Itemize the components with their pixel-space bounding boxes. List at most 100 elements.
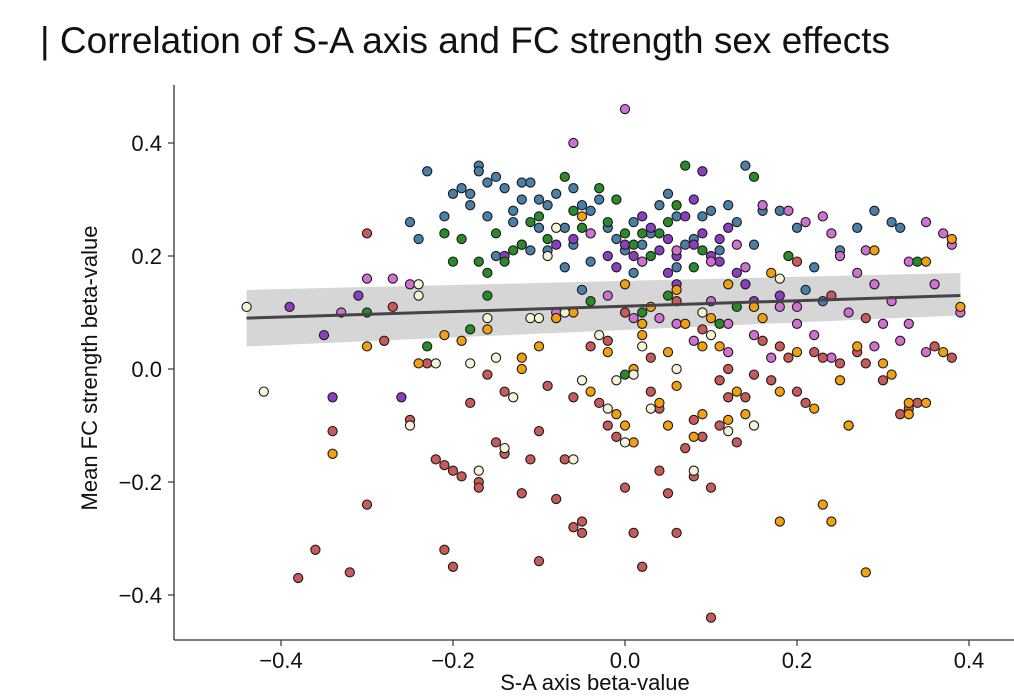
data-point-indianred bbox=[499, 386, 510, 397]
data-point-green bbox=[637, 307, 648, 318]
data-point-orchid bbox=[619, 103, 631, 115]
data-point-green bbox=[482, 290, 493, 301]
data-point-orange bbox=[946, 233, 957, 245]
data-point-orange bbox=[843, 420, 854, 431]
data-point-blue bbox=[809, 262, 820, 273]
data-point-indianred bbox=[430, 454, 441, 465]
data-point-orange bbox=[662, 420, 674, 431]
data-point-orange bbox=[637, 318, 648, 329]
y-tick-label: 0.0 bbox=[131, 357, 162, 382]
data-point-indianred bbox=[662, 488, 674, 499]
data-point-cream bbox=[774, 273, 785, 284]
data-point-cream bbox=[723, 425, 734, 437]
data-point-orange bbox=[671, 380, 682, 392]
data-point-orange bbox=[766, 267, 777, 279]
data-point-indianred bbox=[576, 527, 588, 539]
data-point-blue bbox=[568, 183, 579, 194]
data-point-indianred bbox=[774, 341, 785, 352]
data-point-purple bbox=[284, 301, 295, 313]
data-point-orange bbox=[757, 312, 768, 324]
data-point-purple bbox=[688, 239, 699, 250]
data-point-indianred bbox=[783, 352, 794, 363]
data-point-orange bbox=[834, 375, 846, 386]
data-point-orange bbox=[886, 369, 897, 380]
data-point-cream bbox=[465, 358, 476, 369]
x-tick-label: −0.2 bbox=[431, 648, 474, 673]
data-point-orchid bbox=[920, 216, 932, 228]
data-point-blue bbox=[594, 194, 605, 205]
data-point-cream bbox=[473, 465, 484, 476]
data-point-purple bbox=[551, 239, 562, 250]
x-tick-label: 0.4 bbox=[954, 648, 985, 673]
data-point-orchid bbox=[877, 318, 889, 329]
data-point-green bbox=[714, 318, 725, 329]
data-point-green bbox=[783, 250, 794, 262]
data-point-blue bbox=[585, 205, 596, 216]
data-point-orange bbox=[688, 431, 699, 442]
y-tick-label: −0.2 bbox=[119, 470, 162, 495]
data-point-purple bbox=[318, 329, 330, 341]
data-point-green bbox=[594, 183, 605, 194]
data-point-green bbox=[508, 245, 519, 256]
data-point-green bbox=[447, 256, 459, 267]
data-point-blue bbox=[740, 160, 751, 171]
data-point-green bbox=[671, 200, 682, 211]
data-point-purple bbox=[396, 392, 407, 403]
data-point-indianred bbox=[559, 454, 570, 465]
x-tick-label: 0.0 bbox=[610, 648, 641, 673]
data-point-orange bbox=[551, 312, 562, 324]
data-point-green bbox=[628, 239, 639, 250]
data-point-blue bbox=[422, 166, 433, 177]
data-point-blue bbox=[852, 222, 863, 233]
data-point-purple bbox=[714, 256, 725, 267]
data-point-indianred bbox=[602, 335, 613, 346]
data-point-orange bbox=[791, 346, 803, 358]
data-point-cream bbox=[413, 279, 424, 290]
data-point-indianred bbox=[361, 499, 373, 510]
data-point-blue bbox=[413, 233, 424, 245]
data-point-green bbox=[499, 256, 510, 267]
data-point-indianred bbox=[361, 228, 373, 239]
data-point-blue bbox=[456, 183, 467, 194]
data-point-indianred bbox=[602, 420, 613, 431]
regression-line-layer bbox=[246, 294, 961, 320]
data-point-indianred bbox=[800, 397, 811, 409]
data-point-indianred bbox=[533, 555, 545, 567]
data-point-blue bbox=[705, 205, 717, 216]
data-point-orange bbox=[877, 358, 889, 369]
data-point-blue bbox=[576, 200, 588, 211]
data-point-orchid bbox=[826, 228, 837, 239]
data-point-orange bbox=[697, 341, 708, 352]
data-point-green bbox=[637, 228, 648, 239]
data-point-indianred bbox=[912, 397, 923, 409]
data-point-purple bbox=[654, 245, 665, 256]
chart-title: | Correlation of S-A axis and FC strengt… bbox=[40, 20, 891, 61]
data-point-blue bbox=[482, 211, 493, 222]
data-point-blue bbox=[671, 211, 682, 222]
data-point-orange bbox=[456, 335, 467, 346]
data-point-orange bbox=[585, 386, 596, 397]
data-point-orchid bbox=[602, 290, 613, 301]
data-point-cream bbox=[568, 454, 579, 465]
data-point-orange bbox=[516, 352, 527, 363]
data-point-indianred bbox=[895, 409, 906, 420]
data-point-green bbox=[602, 216, 613, 228]
data-point-green bbox=[456, 233, 467, 245]
data-point-green bbox=[662, 216, 674, 228]
axes-layer: −0.4 −0.2 0.0 0.2 0.4 −0.4 −0.2 0.0 0.2 0.4 bbox=[119, 85, 1014, 673]
data-point-indianred bbox=[723, 392, 734, 403]
data-point-cream bbox=[688, 465, 699, 476]
data-point-blue bbox=[525, 245, 536, 256]
data-point-blue bbox=[774, 205, 785, 216]
data-point-orange bbox=[920, 256, 932, 267]
data-point-indianred bbox=[929, 341, 940, 352]
data-point-blue bbox=[542, 200, 553, 211]
data-point-green bbox=[912, 256, 923, 267]
data-point-blue bbox=[533, 194, 545, 205]
data-point-blue bbox=[714, 245, 725, 256]
data-point-purple bbox=[353, 290, 364, 301]
data-point-blue bbox=[697, 211, 708, 222]
data-point-orange bbox=[809, 403, 820, 414]
data-point-blue bbox=[551, 188, 562, 199]
data-point-cream bbox=[490, 352, 502, 363]
